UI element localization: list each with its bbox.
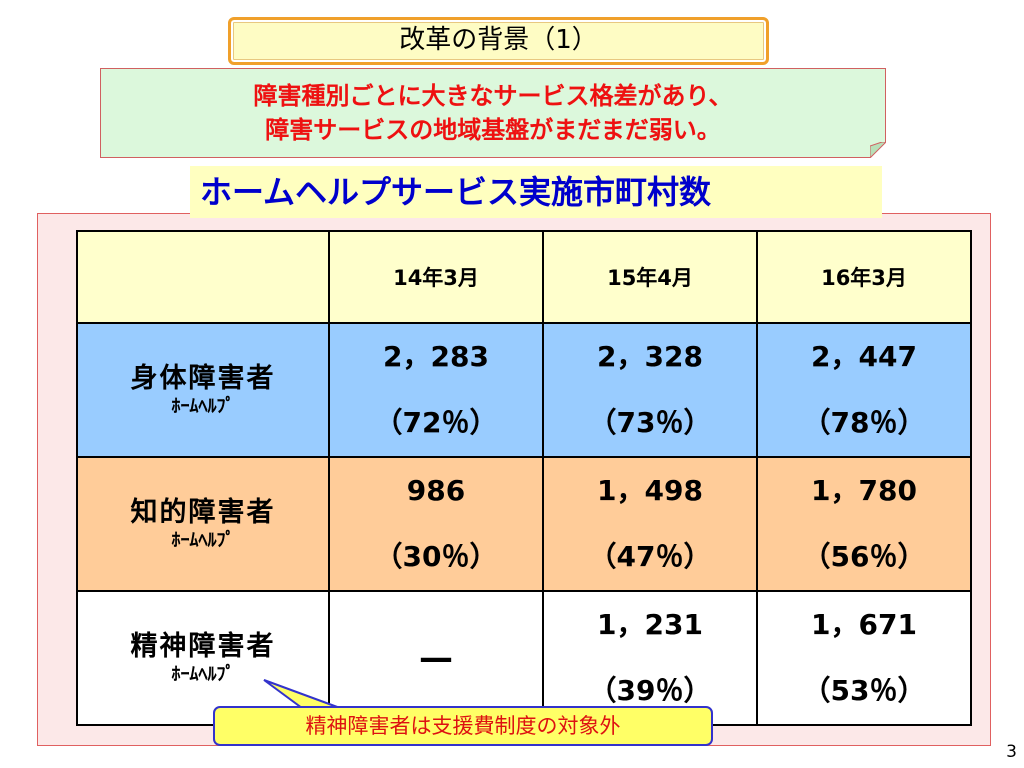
cell-percent: （30％） xyxy=(374,540,498,573)
data-cell: 1，498 （47％） xyxy=(542,456,758,592)
callout-note: 精神障害者は支援費制度の対象外 xyxy=(213,706,713,746)
cell-percent: （73％） xyxy=(588,406,712,439)
cell-count: 986 xyxy=(406,474,466,507)
data-cell: 2，283 （72％） xyxy=(328,322,544,458)
cell-count: 2，447 xyxy=(811,340,917,373)
data-cell: 2，447 （78％） xyxy=(756,322,972,458)
cell-percent: （47％） xyxy=(588,540,712,573)
cell-count: 1，780 xyxy=(811,474,917,507)
background-note: 障害種別ごとに大きなサービス格差があり、 障害サービスの地域基盤がまだまだ弱い。 xyxy=(100,68,886,158)
data-cell: 1，671 （53％） xyxy=(756,590,972,726)
cell-count: 2，283 xyxy=(383,340,489,373)
row-label-intellectual: 知的障害者 ﾎｰﾑﾍﾙﾌﾟ xyxy=(76,456,330,592)
data-cell: — xyxy=(328,590,544,726)
header-cell-2002-03: 14年3月 xyxy=(328,230,544,324)
cell-percent: （53％） xyxy=(802,674,926,707)
table-subtitle: ホームヘルプサービス実施市町村数 xyxy=(190,166,882,218)
note-line-1: 障害種別ごとに大きなサービス格差があり、 xyxy=(253,82,733,110)
row-label-sub: ﾎｰﾑﾍﾙﾌﾟ xyxy=(171,664,235,685)
slide-title: 改革の背景（1） xyxy=(228,17,769,65)
header-cell-corner xyxy=(76,230,330,324)
row-label-main: 精神障害者 xyxy=(130,631,276,662)
cell-percent: （56％） xyxy=(802,540,926,573)
cell-not-applicable: — xyxy=(419,638,453,678)
data-cell: 1，231 （39％） xyxy=(542,590,758,726)
data-cell: 2，328 （73％） xyxy=(542,322,758,458)
homehelp-table: 14年3月 15年4月 16年3月 身体障害者 ﾎｰﾑﾍﾙﾌﾟ 2，283 （7… xyxy=(76,230,972,726)
page-number: 3 xyxy=(1006,742,1017,762)
data-cell: 1，780 （56％） xyxy=(756,456,972,592)
cell-percent: （72％） xyxy=(374,406,498,439)
note-line-2: 障害サービスの地域基盤がまだまだ弱い。 xyxy=(265,116,721,144)
table-row-physical: 身体障害者 ﾎｰﾑﾍﾙﾌﾟ 2，283 （72％） 2，328 （73％） 2，… xyxy=(76,322,972,458)
page-fold-icon xyxy=(870,142,886,158)
table-header-row: 14年3月 15年4月 16年3月 xyxy=(76,230,972,324)
row-label-main: 知的障害者 xyxy=(130,497,276,528)
row-label-mental: 精神障害者 ﾎｰﾑﾍﾙﾌﾟ xyxy=(76,590,330,726)
header-cell-2003-04: 15年4月 xyxy=(542,230,758,324)
cell-percent: （39％） xyxy=(588,674,712,707)
cell-percent: （78％） xyxy=(802,406,926,439)
data-cell: 986 （30％） xyxy=(328,456,544,592)
cell-count: 1，498 xyxy=(597,474,703,507)
header-cell-2004-03: 16年3月 xyxy=(756,230,972,324)
cell-count: 1，671 xyxy=(811,608,917,641)
cell-count: 2，328 xyxy=(597,340,703,373)
row-label-sub: ﾎｰﾑﾍﾙﾌﾟ xyxy=(171,530,235,551)
row-label-physical: 身体障害者 ﾎｰﾑﾍﾙﾌﾟ xyxy=(76,322,330,458)
cell-count: 1，231 xyxy=(597,608,703,641)
table-row-mental: 精神障害者 ﾎｰﾑﾍﾙﾌﾟ — 1，231 （39％） 1，671 （53％） xyxy=(76,590,972,726)
row-label-sub: ﾎｰﾑﾍﾙﾌﾟ xyxy=(171,396,235,417)
table-row-intellectual: 知的障害者 ﾎｰﾑﾍﾙﾌﾟ 986 （30％） 1，498 （47％） 1，78… xyxy=(76,456,972,592)
row-label-main: 身体障害者 xyxy=(130,363,276,394)
